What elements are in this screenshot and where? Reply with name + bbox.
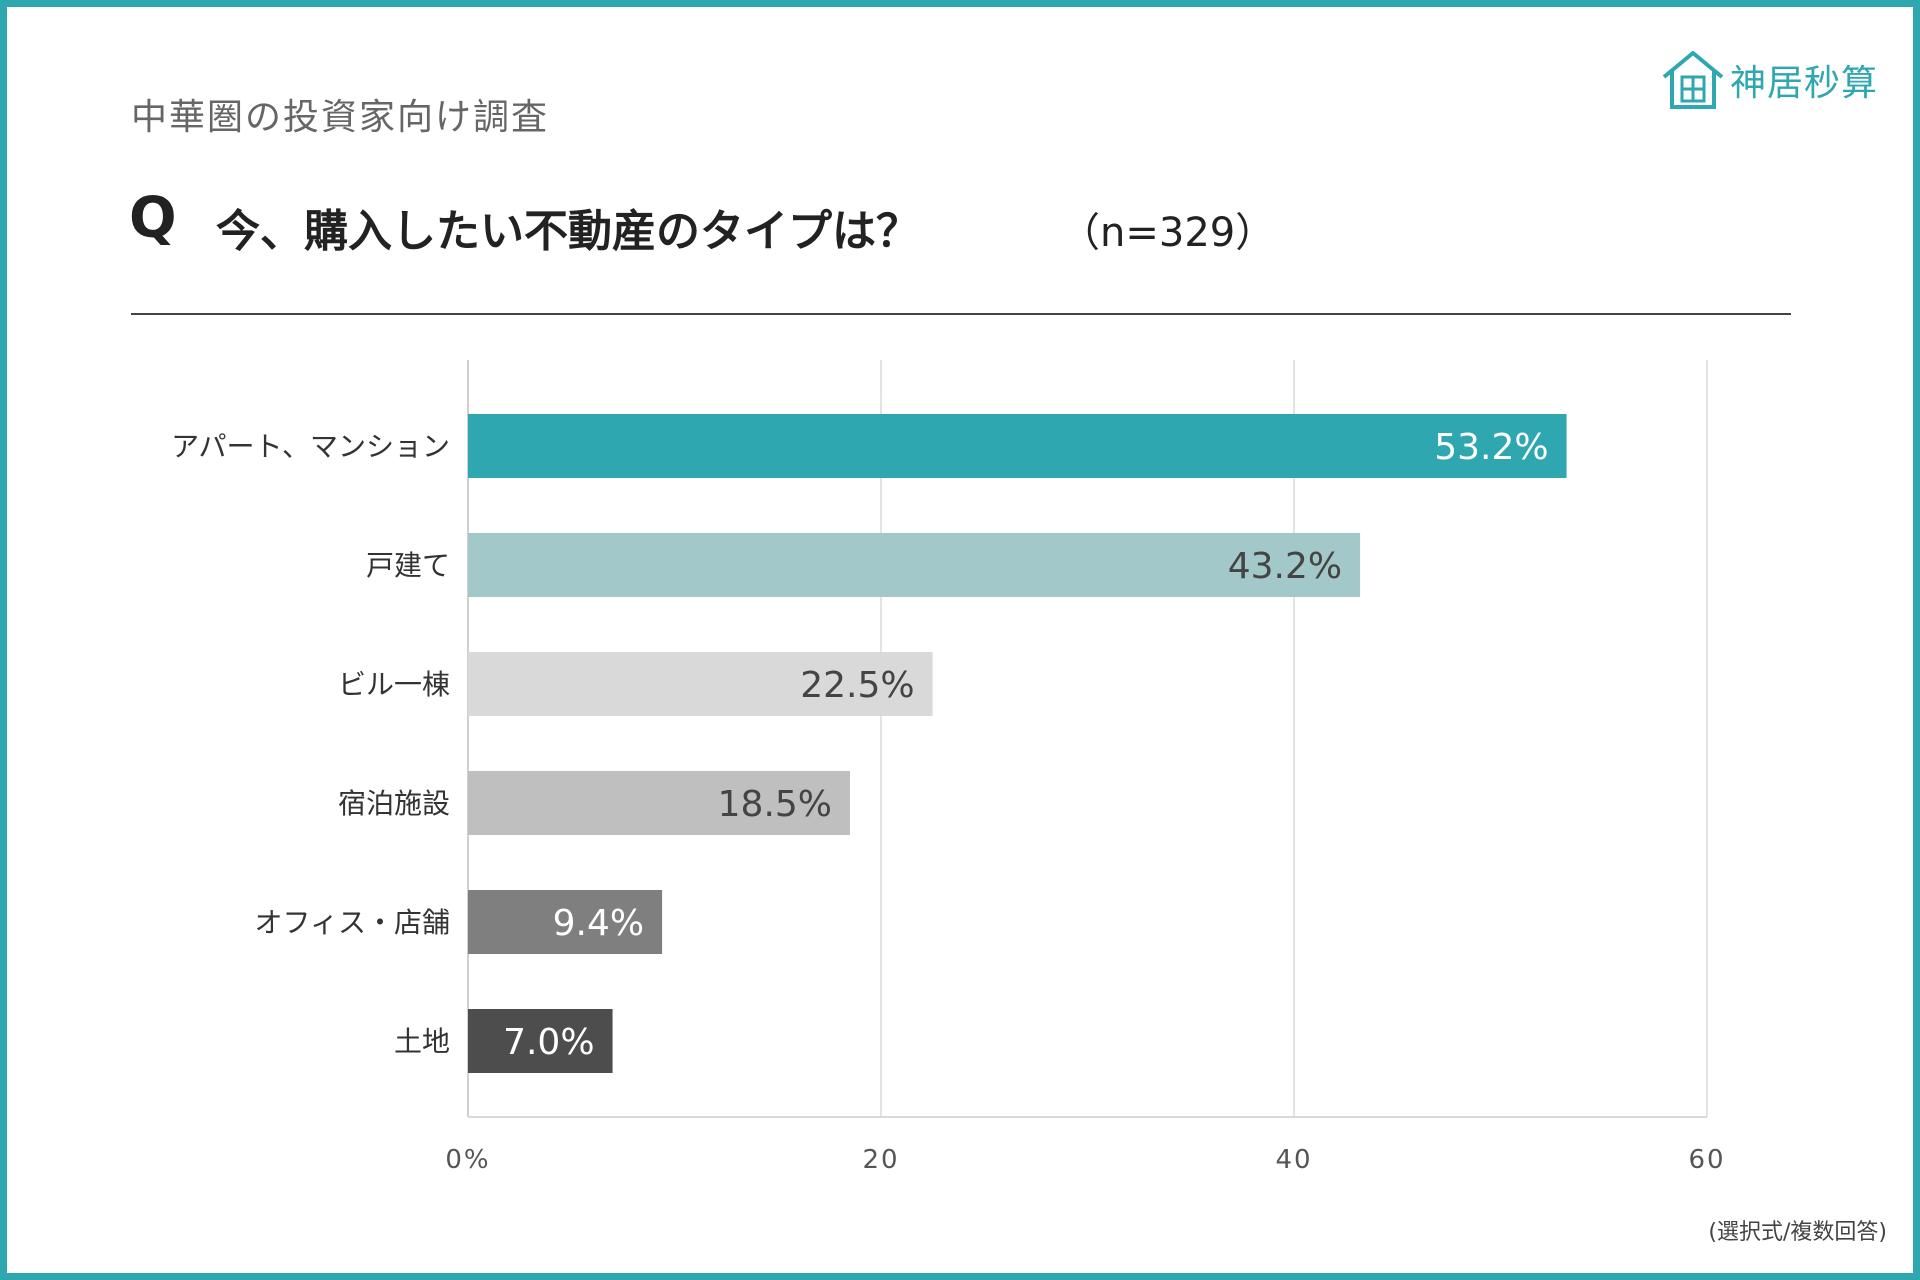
bar: [468, 533, 1361, 597]
bar: [468, 771, 851, 835]
bar: [468, 652, 933, 716]
brand-name: 神居秒算: [1730, 63, 1879, 104]
bar: [468, 890, 663, 954]
data-label: 7.0%: [503, 1022, 594, 1063]
category-label: 戸建て: [366, 549, 450, 582]
house-icon: [1662, 51, 1724, 109]
category-label: アパート、マンション: [171, 430, 450, 463]
x-tick-label: 40: [1275, 1145, 1312, 1175]
x-tick-label: 0%: [445, 1145, 490, 1175]
bar: [468, 414, 1567, 478]
data-label: 9.4%: [553, 903, 644, 944]
survey-subtitle: 中華圏の投資家向け調査: [131, 97, 550, 138]
category-label: オフィス・店舗: [255, 906, 450, 939]
x-tick-label: 20: [862, 1145, 899, 1175]
category-label: ビル一棟: [338, 668, 450, 701]
bar: [468, 1009, 613, 1073]
data-label: 53.2%: [1434, 427, 1548, 468]
question-title: 今、購入したい不動産のタイプは？: [216, 206, 920, 257]
category-label: 土地: [394, 1025, 450, 1058]
data-label: 18.5%: [718, 784, 832, 825]
footnote: (選択式/複数回答): [1708, 1220, 1887, 1245]
data-label: 43.2%: [1228, 546, 1342, 587]
category-label: 宿泊施設: [338, 787, 450, 820]
data-label: 22.5%: [800, 665, 914, 706]
x-tick-label: 60: [1688, 1145, 1725, 1175]
sample-size: （n=329）: [1060, 210, 1276, 256]
question-marker: Q: [129, 186, 177, 251]
brand-logo: 神居秒算: [1660, 47, 1878, 113]
header-divider: [131, 313, 1791, 315]
